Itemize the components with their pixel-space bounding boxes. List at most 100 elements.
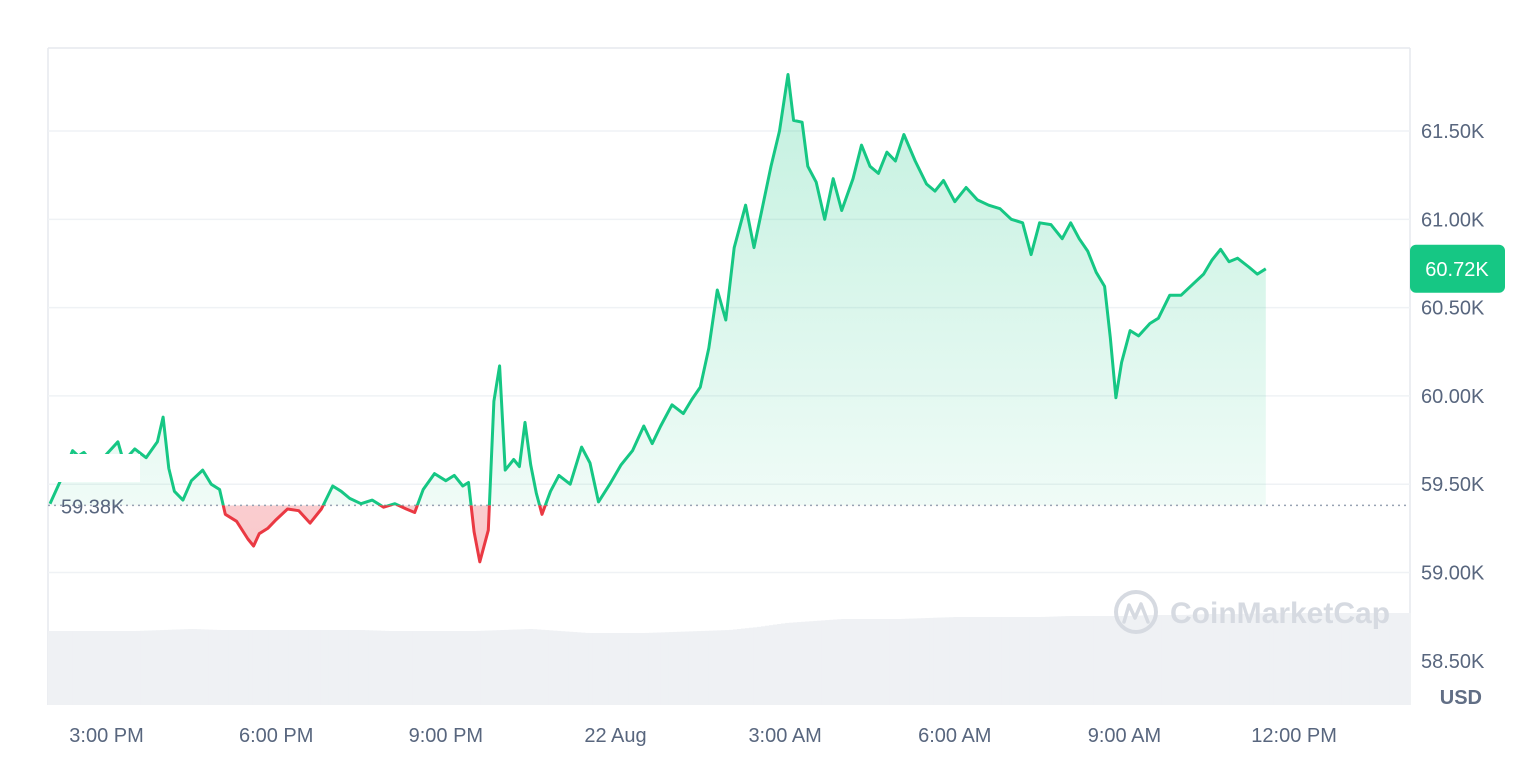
volume-bar (328, 630, 334, 705)
volume-bar (1081, 616, 1087, 705)
volume-bar (929, 617, 934, 705)
volume-bar (472, 631, 478, 705)
volume-bar (1381, 613, 1387, 705)
volume-bar (440, 631, 446, 705)
volume-bar (316, 630, 321, 705)
volume-bar (360, 630, 366, 705)
volume-bar (969, 617, 974, 705)
volume-bar (1125, 615, 1131, 705)
volume-bar (100, 631, 105, 705)
volume-bar (588, 633, 594, 705)
volume-bar (853, 619, 858, 705)
volume-bar (949, 617, 954, 705)
volume-bar (1085, 616, 1091, 705)
volume-bar (488, 630, 494, 705)
volume-bar (1373, 613, 1379, 705)
volume-bar (480, 630, 486, 705)
volume-bar (420, 631, 426, 705)
volume-bar (612, 633, 618, 705)
volume-bar (977, 617, 982, 705)
volume-bar (813, 620, 818, 705)
volume-bar (308, 630, 313, 705)
volume-bar (1113, 616, 1119, 705)
volume-bar (1377, 613, 1383, 705)
volume-bar (140, 630, 145, 705)
volume-bar (76, 631, 81, 705)
volume-bar (168, 629, 173, 705)
volume-bar (1201, 614, 1207, 705)
current-price-label: 60.72K (1425, 259, 1489, 281)
volume-bar (1117, 616, 1123, 705)
volume-bar (236, 630, 241, 705)
volume-bar (1329, 613, 1335, 705)
volume-bar (1181, 614, 1187, 705)
volume-bar (1161, 615, 1167, 705)
volume-bar (865, 619, 870, 705)
price-area-below (223, 505, 546, 562)
volume-bar (436, 631, 442, 705)
volume-bar (1197, 614, 1203, 705)
volume-bar (220, 630, 225, 705)
volume-bar (276, 630, 281, 705)
volume-bar (1229, 614, 1235, 705)
volume-bar (877, 619, 882, 705)
price-line-down (221, 505, 547, 564)
volume-bar (1245, 613, 1251, 705)
volume-bar (252, 630, 257, 705)
volume-bar (496, 630, 502, 705)
volume-bar (260, 630, 265, 705)
volume-bar (1149, 615, 1155, 705)
volume-bar (80, 631, 85, 705)
x-axis: 3:00 PM 6:00 PM 9:00 PM 22 Aug 3:00 AM 6:00 A… (69, 725, 1337, 747)
volume-bar (196, 629, 201, 705)
x-tick-label: 9:00 AM (1088, 725, 1161, 747)
volume-bar (724, 630, 730, 705)
volume-bar (340, 630, 346, 705)
volume-bar (821, 620, 826, 705)
volume-bar (833, 619, 838, 705)
volume-bar (1141, 615, 1147, 705)
volume-bar (1341, 613, 1347, 705)
volume-bar (1269, 613, 1275, 705)
price-area (50, 74, 1266, 562)
volume-bar (228, 630, 233, 705)
volume-bar (861, 619, 866, 705)
volume-bar (64, 631, 69, 705)
volume-bar (368, 630, 374, 705)
currency-unit-label: USD (1440, 687, 1482, 709)
volume-bar (696, 631, 702, 705)
volume-bar (1385, 613, 1391, 705)
volume-bar (1301, 613, 1307, 705)
volume-bar (1093, 616, 1099, 705)
volume-bar (1049, 616, 1055, 705)
volume-bar (905, 618, 910, 705)
volume-bar (1153, 615, 1159, 705)
volume-bar (1281, 613, 1287, 705)
volume-bar (616, 633, 622, 705)
volume-bar (124, 631, 129, 705)
x-tick-label: 9:00 PM (409, 725, 483, 747)
volume-bar (1009, 617, 1015, 705)
volume-bar (596, 633, 602, 705)
volume-bar (1277, 613, 1283, 705)
volume-bar (1029, 617, 1035, 705)
volume-bar (749, 627, 754, 705)
x-tick-label: 6:00 AM (918, 725, 991, 747)
volume-bar (580, 632, 586, 705)
volume-bar (881, 619, 886, 705)
volume-bar (893, 619, 898, 705)
volume-bar (348, 630, 354, 705)
volume-bar (829, 619, 834, 705)
volume-bar (921, 618, 926, 705)
x-tick-label: 12:00 PM (1251, 725, 1337, 747)
volume-bar (644, 632, 650, 705)
volume-bar (1357, 613, 1363, 705)
volume-bar (1237, 613, 1243, 705)
volume-bar (476, 630, 482, 705)
volume-bar (508, 629, 514, 705)
volume-bar (1249, 613, 1255, 705)
volume-bar (344, 630, 350, 705)
volume-bar (1257, 613, 1263, 705)
x-tick-label: 22 Aug (584, 725, 646, 747)
